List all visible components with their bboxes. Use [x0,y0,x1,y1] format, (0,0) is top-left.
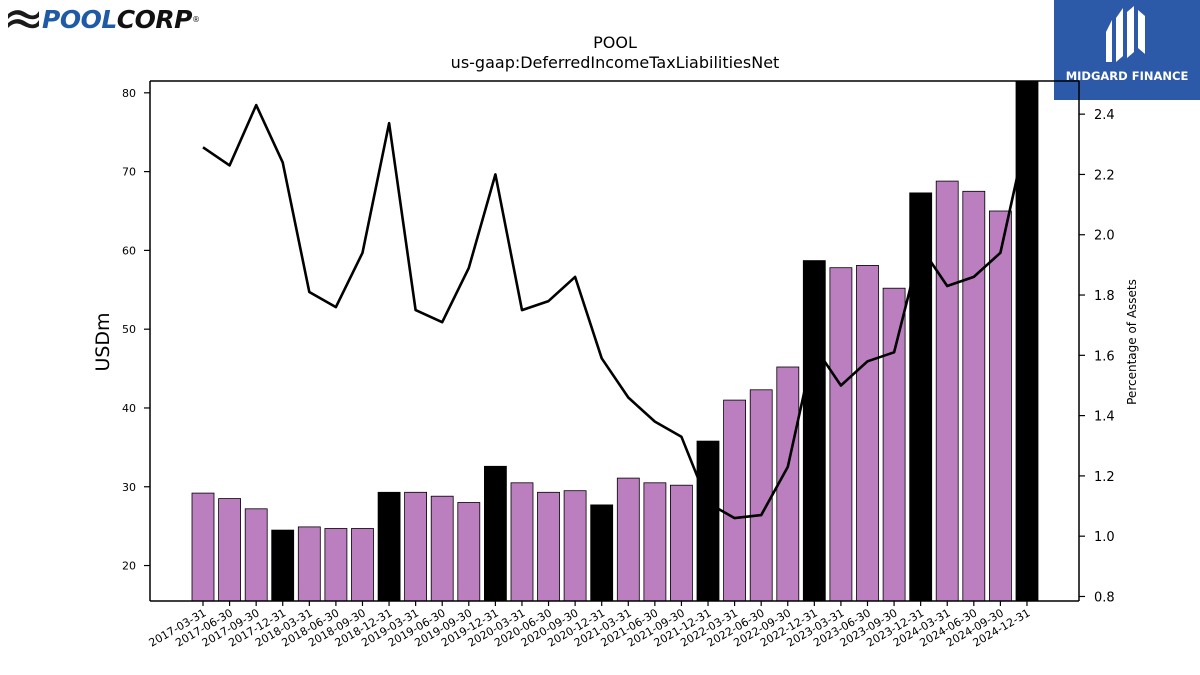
bar [829,267,853,602]
y-tick-label: 40 [122,402,136,415]
bar [962,190,986,602]
bar [1015,80,1039,602]
y-tick-label: 20 [122,560,136,573]
bar [643,482,667,602]
bar [856,264,879,602]
y-tick-label: 60 [122,244,136,257]
bar [483,465,507,602]
y-tick-label: 70 [122,166,136,179]
bar [404,491,428,602]
y2-tick-label: 1.0 [1094,530,1115,545]
bar [218,498,242,602]
midgard-brand-text: MIDGARD FINANCE [1065,69,1189,83]
y2-tick-label: 1.2 [1094,470,1115,485]
bar [909,192,933,602]
bar [430,495,454,602]
y2-tick-label: 2.0 [1094,229,1115,244]
y-tick-label: 80 [122,87,136,100]
bar [776,366,800,602]
bar [510,482,534,602]
bar [324,528,348,602]
bar [696,440,720,602]
series-line [202,103,1029,520]
bar [616,477,640,602]
y2-axis-label: Percentage of Assets [1125,279,1139,405]
bar [989,210,1012,602]
bar [191,492,215,602]
bar [457,502,481,602]
bar [271,529,295,602]
y2-tick-label: 2.4 [1094,108,1115,123]
bar [723,399,746,602]
bar [351,528,374,602]
y2-tick-label: 1.6 [1094,349,1115,364]
bar [297,526,321,602]
bar [802,260,826,602]
y-tick-label: 50 [122,323,136,336]
line-layer [202,103,1029,520]
registered-mark: ® [191,15,200,24]
y2-tick-label: 0.8 [1094,590,1115,605]
y2-tick-label: 2.2 [1094,168,1115,183]
y-axis-label: USDm [92,312,114,371]
bar [244,508,268,602]
chart-title: POOL [593,33,637,52]
logo-text-pool: POOL [42,5,117,34]
bar [590,504,614,602]
bar [882,287,906,602]
chart-subtitle: us-gaap:DeferredIncomeTaxLiabilitiesNet [451,53,780,72]
logo-text-corp: CORP [116,5,193,34]
waves-icon [8,10,39,29]
bar [563,490,587,602]
bar [935,180,959,602]
bar [749,389,773,602]
poolcorp-logo: POOL CORP ® [6,4,200,36]
bar-group [191,80,1039,602]
midgard-finance-logo: MIDGARD FINANCE [1054,0,1200,100]
bar [670,484,693,602]
y2-tick-label: 1.4 [1094,410,1115,425]
y-tick-label: 30 [122,481,136,494]
bar [377,491,401,602]
bar [537,491,560,602]
midgard-m-icon [1106,6,1145,62]
y2-tick-label: 1.8 [1094,289,1115,304]
